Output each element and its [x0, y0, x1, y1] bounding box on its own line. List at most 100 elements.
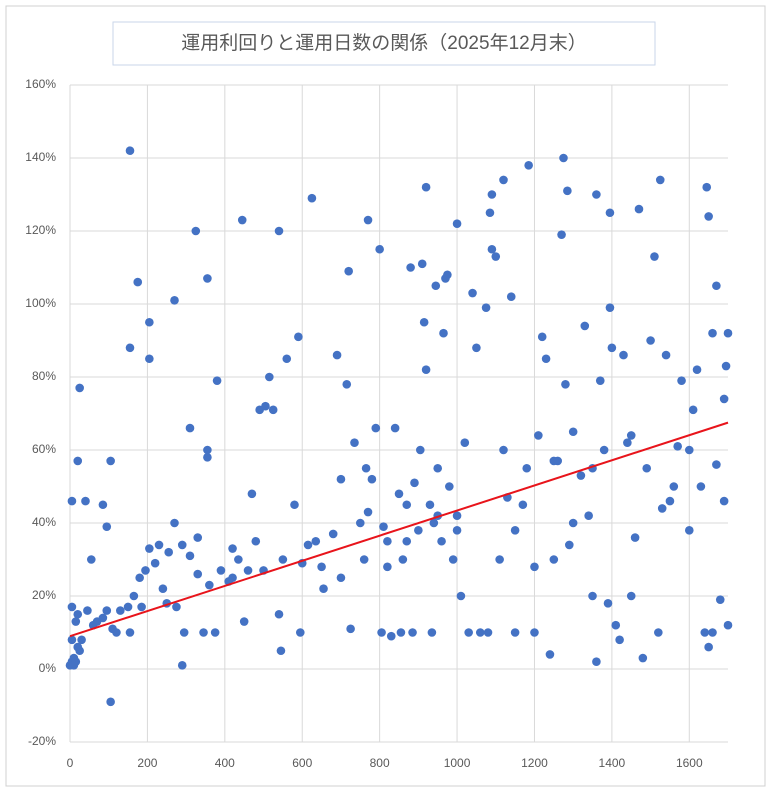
- point: [721, 361, 731, 371]
- point: [605, 208, 615, 218]
- point: [125, 343, 135, 353]
- point: [172, 602, 181, 612]
- point: [336, 474, 346, 484]
- point: [77, 635, 86, 645]
- point: [67, 635, 77, 645]
- point: [452, 219, 462, 228]
- point: [646, 336, 655, 345]
- point: [102, 606, 112, 615]
- points: [65, 146, 733, 707]
- point: [212, 376, 222, 385]
- point: [406, 263, 415, 272]
- point: [375, 244, 384, 254]
- point: [487, 190, 497, 199]
- point: [344, 266, 353, 276]
- point: [431, 281, 441, 291]
- point: [86, 555, 96, 564]
- point: [545, 650, 555, 659]
- point: [129, 591, 139, 601]
- point: [468, 288, 477, 298]
- point: [307, 193, 317, 203]
- point: [282, 354, 292, 364]
- point: [510, 526, 520, 535]
- chart-title: 運用利回りと運用日数の関係（2025年12月末）: [181, 32, 586, 54]
- x-tick-label: 400: [215, 756, 235, 770]
- point: [603, 599, 613, 608]
- point: [69, 661, 79, 670]
- point: [379, 522, 388, 531]
- point: [228, 573, 237, 583]
- point: [290, 500, 299, 510]
- x-tick-label: 1200: [521, 756, 548, 770]
- point: [81, 496, 90, 506]
- point: [421, 182, 431, 192]
- point: [568, 518, 578, 528]
- point: [576, 471, 586, 480]
- point: [419, 317, 429, 327]
- point: [684, 445, 694, 455]
- point: [541, 354, 551, 364]
- y-tick-label: -20%: [28, 734, 56, 748]
- point: [485, 208, 495, 218]
- point: [595, 376, 605, 385]
- point: [319, 584, 328, 593]
- point: [408, 628, 417, 637]
- point: [243, 566, 253, 575]
- point: [239, 617, 249, 626]
- point: [203, 445, 212, 455]
- point: [123, 602, 133, 612]
- point: [361, 463, 371, 473]
- point: [274, 609, 284, 619]
- point: [673, 442, 682, 451]
- point: [125, 628, 135, 637]
- point: [179, 628, 189, 637]
- point: [599, 445, 609, 455]
- point: [452, 511, 462, 520]
- point: [472, 343, 481, 353]
- y-tick-label: 0%: [39, 661, 57, 675]
- point: [247, 489, 257, 499]
- point: [414, 526, 423, 535]
- point: [565, 540, 574, 550]
- point: [708, 628, 717, 637]
- point: [359, 555, 369, 564]
- y-tick-label: 60%: [32, 442, 56, 456]
- point: [580, 321, 590, 331]
- point: [650, 252, 659, 261]
- point: [75, 646, 84, 656]
- point: [350, 438, 359, 448]
- point: [425, 500, 435, 510]
- point: [460, 438, 470, 448]
- point: [522, 463, 532, 473]
- point: [145, 317, 154, 327]
- point: [83, 606, 92, 615]
- point: [561, 380, 570, 389]
- point: [276, 646, 286, 656]
- point: [177, 540, 187, 550]
- point: [518, 500, 528, 510]
- point: [715, 595, 725, 604]
- point: [654, 628, 663, 637]
- point: [669, 482, 679, 491]
- point: [677, 376, 686, 385]
- point: [228, 544, 237, 553]
- point: [626, 591, 636, 601]
- point: [346, 624, 355, 634]
- point: [106, 456, 115, 466]
- point: [417, 259, 427, 269]
- point: [634, 204, 644, 214]
- point: [443, 270, 452, 280]
- y-tick-label: 140%: [25, 150, 56, 164]
- point: [332, 350, 342, 360]
- y-tick-label: 40%: [32, 515, 56, 529]
- point: [696, 482, 706, 491]
- point: [592, 190, 601, 199]
- point: [657, 504, 667, 513]
- point: [549, 555, 559, 564]
- point: [150, 558, 160, 568]
- point: [495, 555, 504, 564]
- point: [510, 628, 520, 637]
- point: [563, 186, 572, 196]
